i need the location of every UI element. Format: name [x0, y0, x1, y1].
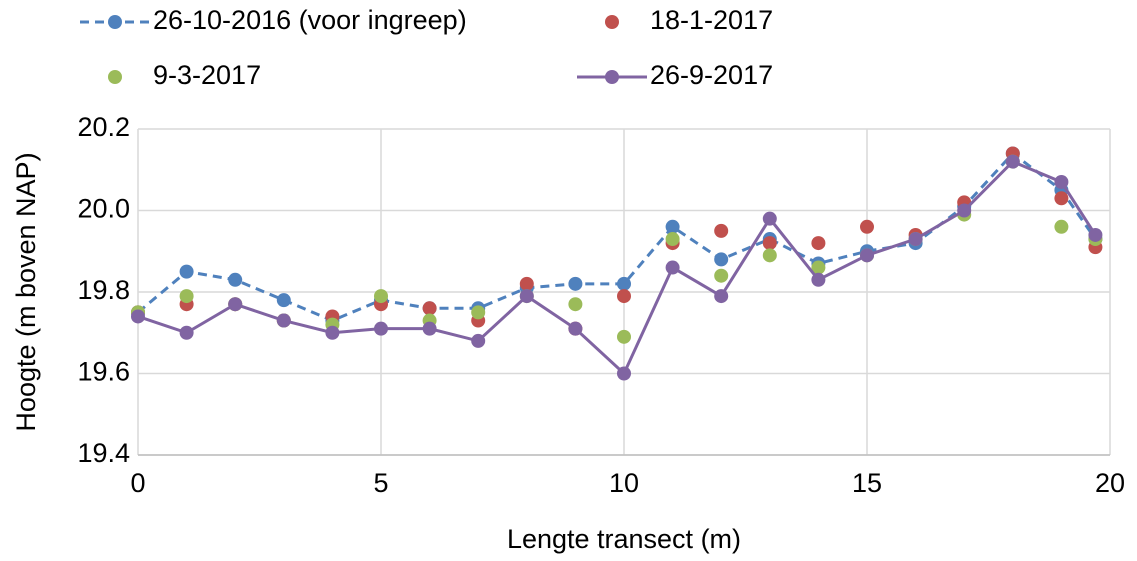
data-point: [1054, 219, 1069, 234]
data-point: [860, 248, 874, 263]
legend-marker: [108, 70, 122, 84]
data-point: [811, 236, 826, 251]
legend-marker: [108, 15, 122, 29]
y-tick-label: 20.2: [77, 112, 130, 142]
data-point: [471, 333, 486, 348]
data-point: [325, 325, 340, 340]
data-point: [617, 276, 631, 291]
data-point: [179, 289, 194, 304]
data-point: [179, 264, 194, 279]
data-point: [617, 366, 631, 381]
data-point: [762, 211, 777, 226]
legend-label: 9-3-2017: [153, 60, 261, 90]
data-point: [617, 329, 631, 344]
x-axis-label: Lengte transect (m): [507, 524, 741, 554]
data-point: [568, 297, 583, 312]
data-point: [1054, 191, 1069, 206]
y-tick-label: 20.0: [77, 194, 130, 224]
data-point: [228, 297, 243, 312]
data-point: [860, 219, 874, 234]
legend-label: 18-1-2017: [650, 5, 773, 35]
data-point: [957, 203, 972, 218]
data-point: [422, 321, 437, 336]
legend-label: 26-10-2016 (voor ingreep): [153, 5, 467, 35]
data-point: [519, 276, 534, 291]
data-point: [374, 289, 388, 304]
data-point: [131, 309, 145, 324]
legend-label: 26-9-2017: [650, 60, 773, 90]
data-point: [228, 272, 243, 287]
data-point: [519, 289, 534, 304]
series-line: [137, 159, 1097, 377]
data-point: [762, 248, 777, 263]
data-point: [714, 223, 729, 238]
data-point: [665, 260, 680, 275]
data-point: [568, 321, 583, 336]
data-point: [811, 272, 826, 287]
data-point: [276, 293, 291, 308]
data-point: [471, 305, 486, 320]
data-point: [908, 232, 923, 247]
data-point: [422, 301, 437, 316]
data-point: [665, 219, 680, 234]
data-point: [568, 276, 583, 291]
y-tick-label: 19.8: [77, 275, 130, 305]
data-point: [714, 268, 729, 283]
y-tick-label: 19.6: [77, 357, 130, 387]
data-point: [714, 289, 729, 304]
x-tick-label: 10: [609, 468, 639, 498]
data-point: [762, 236, 777, 251]
x-tick-label: 5: [373, 468, 388, 498]
legend-marker: [605, 70, 619, 84]
data-point: [1088, 227, 1103, 242]
data-point: [617, 289, 631, 304]
y-axis-label: Hoogte (m boven NAP): [11, 152, 41, 431]
y-tick-label: 19.4: [77, 438, 130, 468]
x-tick-label: 0: [130, 468, 145, 498]
legend-marker: [605, 15, 619, 29]
data-point: [1054, 174, 1069, 189]
data-point: [374, 321, 388, 336]
x-tick-label: 15: [852, 468, 882, 498]
x-tick-label: 20: [1095, 468, 1125, 498]
data-point: [665, 232, 680, 247]
data-point: [179, 325, 194, 340]
data-point: [714, 252, 729, 267]
data-point: [276, 313, 291, 328]
data-point: [811, 260, 826, 275]
data-point: [1005, 154, 1020, 169]
